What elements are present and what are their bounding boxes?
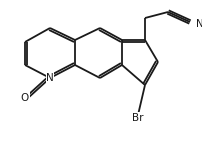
- Text: N: N: [46, 73, 54, 83]
- Text: Br: Br: [132, 113, 143, 123]
- Text: O: O: [21, 93, 29, 103]
- Text: N: N: [195, 19, 202, 29]
